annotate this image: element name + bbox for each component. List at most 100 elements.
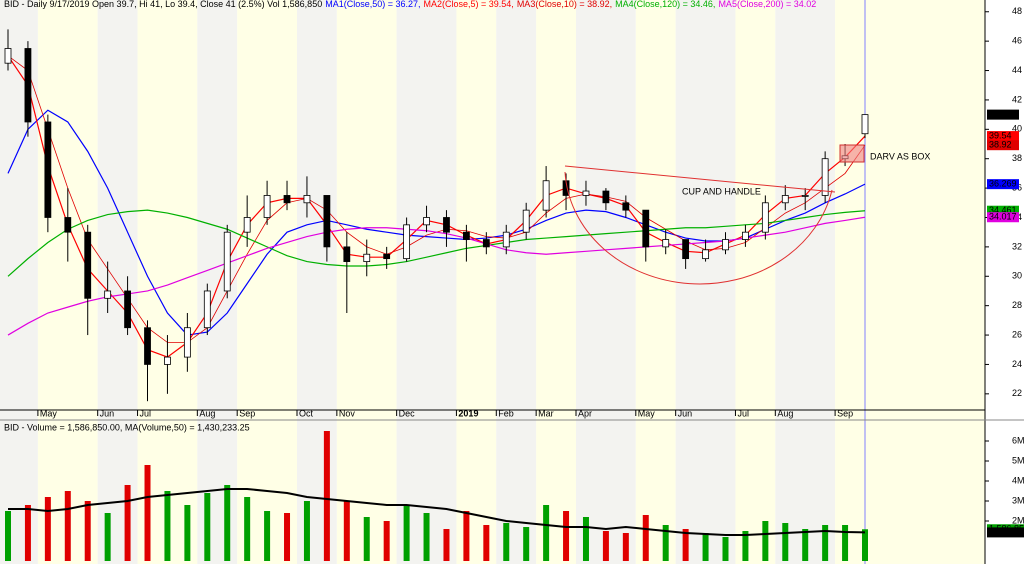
y-tick-label: 40 [1012, 124, 1022, 134]
x-tick-label: May [40, 408, 58, 418]
month-band [576, 0, 636, 564]
y-tick-label: 3M [1012, 495, 1024, 505]
candle-body [682, 239, 690, 260]
volume-bar [662, 525, 669, 561]
month-band [97, 0, 138, 564]
volume-bar [543, 505, 550, 561]
candle-body [383, 253, 391, 260]
volume-bar [64, 491, 71, 561]
legend-entry: MA3(Close,10) = 38.92, [517, 0, 612, 9]
volume-bar [24, 505, 31, 561]
volume-bar [503, 523, 510, 561]
value-tag [987, 205, 1019, 216]
volume-bar [622, 533, 629, 561]
ma-line [7, 209, 866, 277]
candle-body [781, 195, 789, 204]
candle-body [642, 209, 650, 248]
value-tag [987, 527, 1024, 538]
volume-bar [702, 533, 709, 561]
candle-body [423, 217, 430, 226]
candle-body [662, 239, 670, 248]
volume-bar [582, 517, 589, 561]
y-tick-label: 28 [1012, 300, 1022, 310]
candle-body [502, 231, 510, 248]
volume-bar [224, 485, 231, 561]
handle-trendline [564, 165, 836, 193]
x-tick-label: Oct [299, 408, 314, 418]
volume-bar [563, 511, 570, 561]
candle-body [542, 180, 550, 211]
candle-body [203, 290, 211, 329]
candle-body [243, 217, 251, 233]
volume-bar [284, 513, 291, 561]
candle-body [183, 327, 191, 358]
volume-bar [264, 511, 271, 561]
x-tick-label: Jul [140, 408, 152, 418]
volume-bar [204, 493, 211, 561]
y-tick-label: 44 [1012, 65, 1022, 75]
legend-entry: MA1(Close,50) = 36.27, [325, 0, 420, 9]
candle-body [801, 195, 809, 197]
value-tag [987, 109, 1019, 120]
month-band [735, 0, 776, 564]
candle-body [722, 239, 729, 251]
x-tick-label: Mar [538, 408, 554, 418]
y-tick-label: 4M [1012, 475, 1024, 485]
plot [4, 0, 869, 564]
candle-body [64, 217, 72, 233]
value-tag [987, 140, 1019, 151]
candle-body [761, 202, 769, 233]
candle-body [263, 195, 271, 218]
candle-body [443, 217, 450, 233]
candle-body [821, 158, 829, 196]
volume-bar [323, 431, 330, 561]
candle-body [44, 121, 52, 218]
candle-body [403, 224, 411, 260]
month-band [456, 0, 497, 564]
x-tick-label: 2019 [458, 408, 478, 418]
value-tag-label: 39.54 [989, 130, 1012, 140]
y-tick-label: 5M [1012, 455, 1024, 465]
candle-body [702, 249, 709, 260]
month-band [336, 0, 397, 564]
volume-bar [523, 527, 530, 561]
candle-body [462, 231, 470, 240]
candle-body [343, 246, 351, 262]
value-tag-label: 38.92 [989, 140, 1012, 150]
month-band [775, 0, 836, 564]
x-tick-label: Sep [239, 408, 255, 418]
month-band [835, 0, 985, 564]
candle-body [124, 290, 131, 329]
y-tick-label: 22 [1012, 388, 1022, 398]
cup-arc [564, 171, 833, 285]
x-tick-label: Aug [777, 408, 793, 418]
volume-bar [5, 511, 11, 561]
x-tick-label: May [638, 408, 656, 418]
y-tick-label: 32 [1012, 241, 1022, 251]
volume-bar [862, 529, 868, 561]
x-tick-label: Dec [399, 408, 416, 418]
candle-body [104, 290, 112, 299]
volume-bar [423, 513, 430, 561]
volume-bar [184, 505, 191, 561]
volume-bar [84, 501, 91, 561]
x-tick-label: Aug [199, 408, 215, 418]
value-tag-label: 34.017 [989, 212, 1017, 222]
candle-body [482, 239, 490, 248]
volume-bar [343, 501, 350, 561]
y-tick-label: 38 [1012, 153, 1022, 163]
volume-bar [822, 525, 829, 561]
volume-bar [303, 501, 310, 561]
x-tick-label: Jul [737, 408, 749, 418]
volume-bar [124, 485, 131, 561]
y-tick-label: 6M [1012, 435, 1024, 445]
volume-bar [722, 537, 729, 561]
y-tick-label: 24 [1012, 359, 1022, 369]
volume-bar [642, 515, 649, 561]
month-band [197, 0, 238, 564]
volume-bar [164, 491, 171, 561]
annotation: DARV AS BOX [870, 151, 930, 161]
x-tick-label: Jun [678, 408, 693, 418]
month-band [635, 0, 676, 564]
